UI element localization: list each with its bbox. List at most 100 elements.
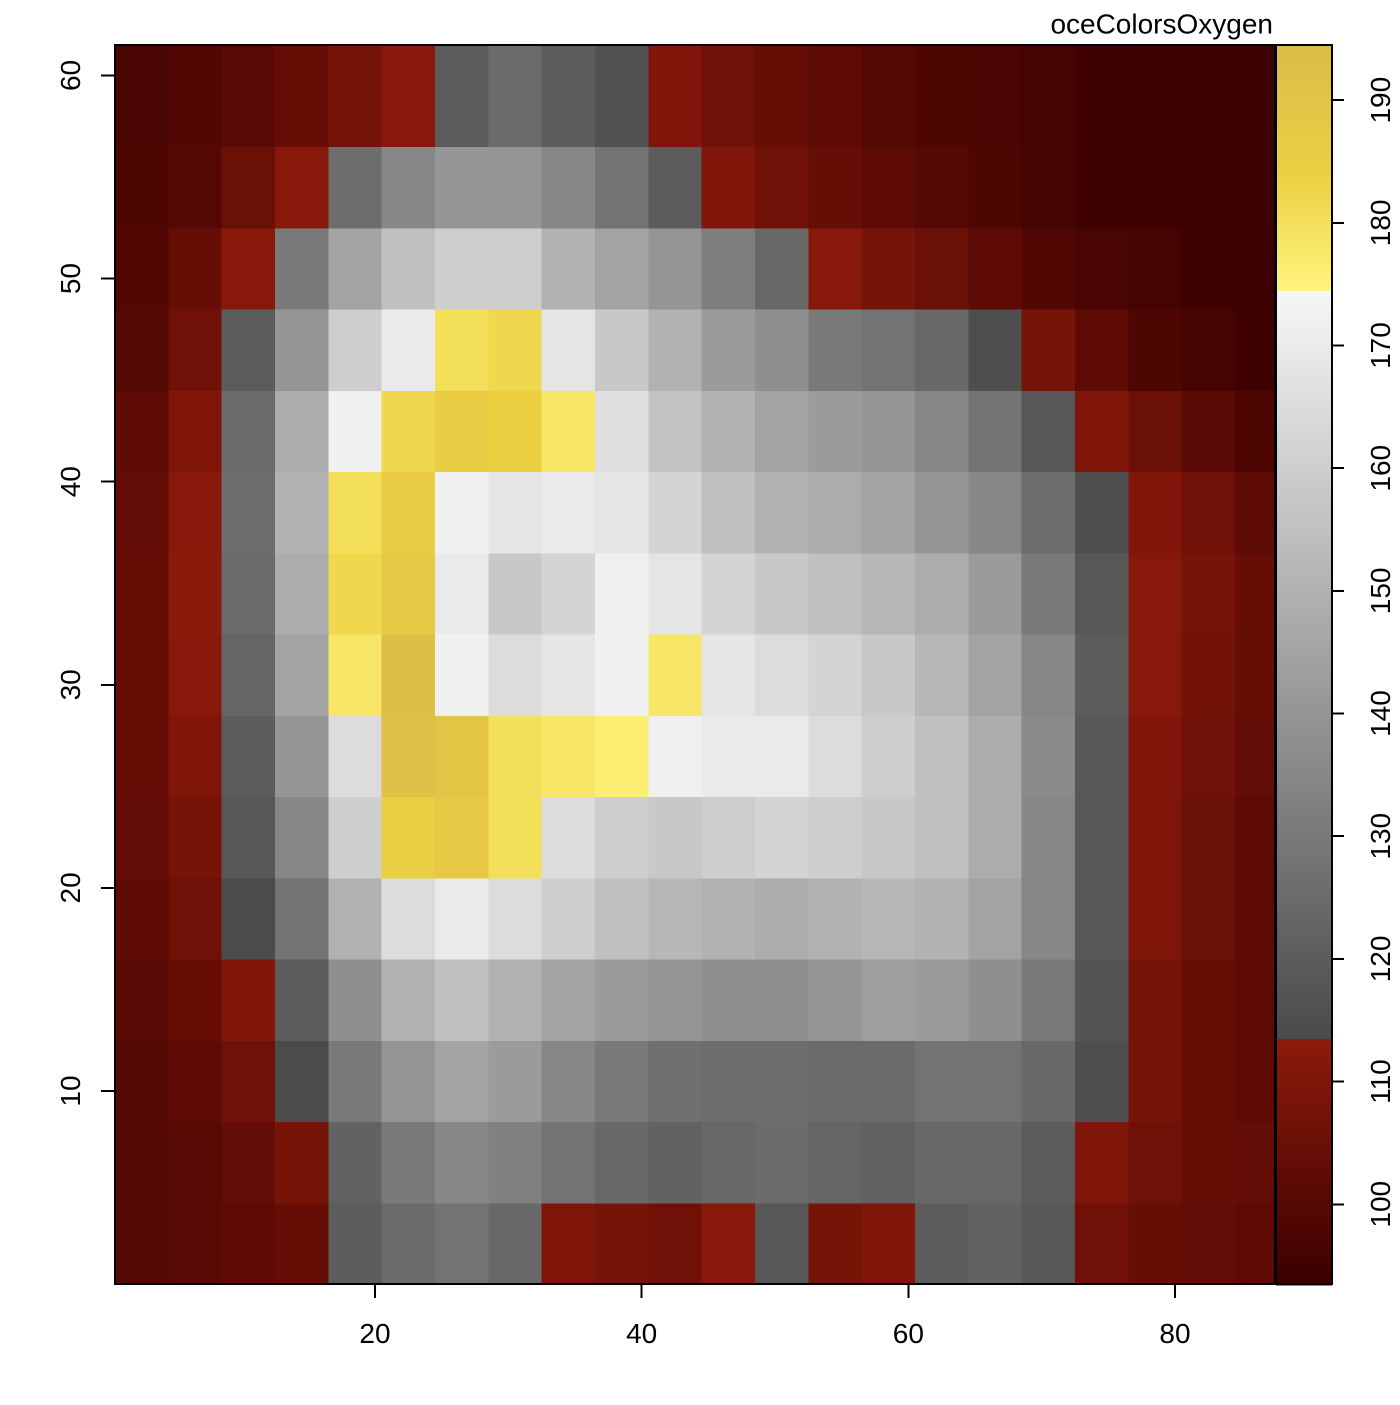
colorbar-strip — [1276, 735, 1332, 738]
colorbar-strip — [1276, 215, 1332, 218]
colorbar-strip — [1276, 941, 1332, 944]
colorbar-strip — [1276, 1059, 1332, 1062]
heatmap-cell — [1128, 877, 1183, 960]
colorbar-strip — [1276, 943, 1332, 946]
heatmap-cell — [1181, 309, 1236, 391]
colorbar-strip — [1276, 1151, 1332, 1154]
colorbar-strip — [1276, 1245, 1332, 1248]
colorbar-strip — [1276, 945, 1332, 948]
heatmap-cell — [488, 796, 543, 879]
colorbar-strip — [1276, 311, 1332, 314]
colorbar-strip — [1276, 697, 1332, 700]
colorbar-strip — [1276, 407, 1332, 410]
colorbar-strip — [1276, 1139, 1332, 1142]
colorbar-strip — [1276, 1145, 1332, 1148]
heatmap-cell — [968, 1202, 1023, 1285]
colorbar-strip — [1276, 617, 1332, 620]
colorbar-strip — [1276, 927, 1332, 930]
heatmap-cell — [1181, 877, 1236, 960]
colorbar-strip — [1276, 487, 1332, 490]
heatmap-cell — [275, 45, 329, 148]
heatmap-cell — [488, 552, 543, 635]
colorbar-strip — [1276, 611, 1332, 614]
colorbar-strip — [1276, 771, 1332, 774]
colorbar-strip — [1276, 609, 1332, 612]
colorbar-strip — [1276, 545, 1332, 548]
heatmap-cell — [488, 877, 543, 960]
heatmap-cell — [275, 390, 329, 473]
colorbar-strip — [1276, 387, 1332, 390]
heatmap-cell — [168, 45, 223, 148]
heatmap-cell — [1181, 1202, 1236, 1285]
colorbar-strip — [1276, 171, 1332, 174]
colorbar-strip — [1276, 367, 1332, 370]
colorbar-strip — [1276, 277, 1332, 280]
heatmap-cell — [1181, 1121, 1236, 1204]
colorbar-strip — [1276, 1251, 1332, 1254]
colorbar-strip — [1276, 271, 1332, 274]
colorbar-strip — [1276, 317, 1332, 320]
heatmap-cell — [381, 552, 436, 635]
heatmap-cell — [1235, 715, 1276, 798]
colorbar-strip — [1276, 371, 1332, 374]
x-tick-label: 40 — [626, 1318, 657, 1349]
colorbar-strip — [1276, 1123, 1332, 1126]
heatmap-cell — [1128, 796, 1183, 879]
colorbar-strip — [1276, 1019, 1332, 1022]
colorbar-strip — [1276, 55, 1332, 58]
colorbar-strip — [1276, 441, 1332, 444]
heatmap-cell — [381, 1202, 436, 1285]
colorbar-strip — [1276, 1099, 1332, 1102]
colorbar-strip — [1276, 265, 1332, 268]
colorbar-strip — [1276, 711, 1332, 714]
colorbar-strip — [1276, 747, 1332, 750]
heatmap-cell — [488, 634, 543, 716]
colorbar-strip — [1276, 1037, 1332, 1040]
colorbar-strip — [1276, 207, 1332, 210]
colorbar-strip — [1276, 85, 1332, 88]
colorbar-strip — [1276, 639, 1332, 642]
colorbar-strip — [1276, 1229, 1332, 1232]
colorbar-strip — [1276, 613, 1332, 616]
heatmap-cell — [968, 309, 1023, 391]
heatmap-cell — [435, 552, 489, 635]
colorbar-strip — [1276, 543, 1332, 546]
colorbar-strip — [1276, 629, 1332, 632]
colorbar-strip — [1276, 803, 1332, 806]
colorbar-strip — [1276, 381, 1332, 384]
colorbar-strip — [1276, 1241, 1332, 1244]
colorbar-strip — [1276, 843, 1332, 846]
heatmap-cell — [808, 959, 863, 1041]
colorbar-strip — [1276, 1237, 1332, 1240]
colorbar-strip — [1276, 503, 1332, 506]
colorbar-strip — [1276, 587, 1332, 590]
heatmap-cell — [221, 309, 276, 391]
colorbar-strip — [1276, 189, 1332, 192]
colorbar-strip — [1276, 557, 1332, 560]
heatmap-cell — [861, 390, 916, 473]
colorbar-strip — [1276, 719, 1332, 722]
heatmap-cell — [968, 552, 1023, 635]
colorbar-strip — [1276, 527, 1332, 530]
heatmap-cell — [168, 634, 223, 716]
colorbar-strip — [1276, 1097, 1332, 1100]
colorbar-tick-label: 130 — [1365, 813, 1396, 860]
colorbar-strip — [1276, 829, 1332, 832]
colorbar-strip — [1276, 457, 1332, 460]
heatmap-cell — [1021, 877, 1076, 960]
colorbar-strip — [1276, 463, 1332, 466]
heatmap-cell — [541, 309, 596, 391]
heatmap-cell — [1181, 227, 1236, 310]
heatmap-cell — [1021, 309, 1076, 391]
heatmap-cell — [221, 227, 276, 310]
colorbar-strip — [1276, 685, 1332, 688]
heatmap-cell — [1128, 715, 1183, 798]
colorbar-strip — [1276, 375, 1332, 378]
heatmap-cell — [701, 959, 756, 1041]
heatmap-cell — [435, 390, 489, 473]
colorbar-strip — [1276, 1027, 1332, 1030]
heatmap-cell — [808, 227, 863, 310]
colorbar-strip — [1276, 1117, 1332, 1120]
heatmap-cell — [701, 227, 756, 310]
